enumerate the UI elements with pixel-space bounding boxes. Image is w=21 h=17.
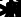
Text: x: x xyxy=(15,0,21,17)
Text: B: B xyxy=(9,0,21,17)
Text: y: y xyxy=(9,0,21,4)
Text: E: E xyxy=(9,0,21,17)
Text: v₀: v₀ xyxy=(0,0,21,10)
Text: z: z xyxy=(0,14,20,17)
Text: Helix with
increasing
picture: Helix with increasing picture xyxy=(14,0,21,17)
